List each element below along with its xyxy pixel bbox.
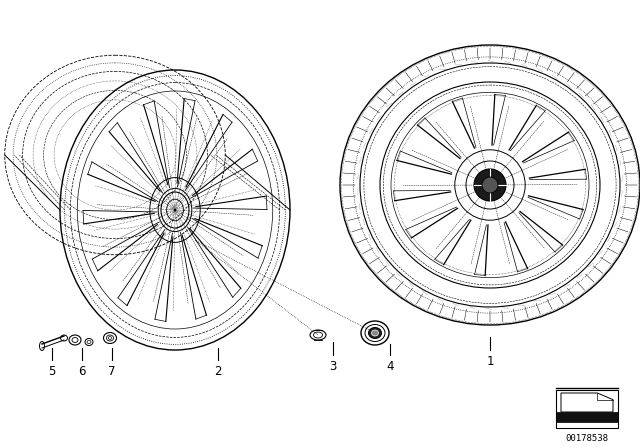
Text: 1: 1	[486, 355, 493, 368]
Ellipse shape	[369, 327, 381, 339]
Bar	[556, 390, 618, 428]
Text: 2: 2	[214, 365, 221, 378]
Ellipse shape	[482, 177, 498, 193]
Text: 00178538: 00178538	[566, 434, 609, 443]
Text: 4: 4	[387, 360, 394, 373]
Text: 7: 7	[108, 365, 116, 378]
Text: 6: 6	[78, 365, 86, 378]
Text: 5: 5	[48, 365, 56, 378]
Ellipse shape	[474, 169, 506, 201]
Bar	[556, 412, 618, 422]
Text: 3: 3	[330, 360, 337, 373]
Ellipse shape	[371, 330, 378, 336]
